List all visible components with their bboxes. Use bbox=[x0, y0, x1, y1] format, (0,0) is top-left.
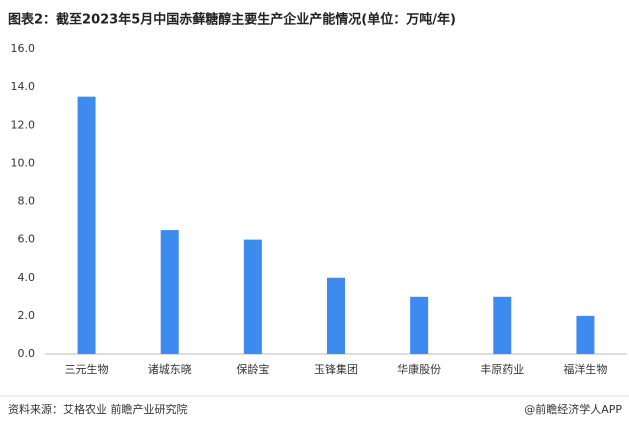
x-tick-label: 三元生物 bbox=[65, 362, 109, 376]
chart-title: 图表2：截至2023年5月中国赤藓糖醇主要生产企业产能情况(单位：万吨/年) bbox=[8, 12, 456, 28]
bar bbox=[77, 96, 96, 354]
y-tick-label: 14.0 bbox=[11, 80, 36, 93]
y-tick-label: 0.0 bbox=[18, 347, 36, 360]
x-tick-label: 福洋生物 bbox=[563, 362, 607, 376]
bar bbox=[160, 230, 179, 354]
x-tick-label: 华康股份 bbox=[397, 362, 441, 376]
source: 资料来源：艾格农业 前瞻产业研究院 bbox=[8, 402, 188, 416]
bar bbox=[243, 239, 262, 354]
y-tick-label: 12.0 bbox=[11, 118, 36, 131]
x-tick-label: 丰原药业 bbox=[480, 363, 524, 376]
x-tick-label: 保龄宝 bbox=[236, 362, 269, 376]
bar bbox=[410, 296, 429, 354]
y-tick-label: 6.0 bbox=[18, 233, 36, 246]
credit: @前瞻经济学人APP bbox=[524, 402, 622, 416]
bar bbox=[576, 315, 595, 354]
x-tick-label: 玉锋集团 bbox=[314, 362, 358, 376]
bar bbox=[327, 277, 345, 354]
y-tick-label: 2.0 bbox=[18, 309, 36, 322]
y-tick-label: 16.0 bbox=[11, 42, 36, 55]
y-tick-label: 4.0 bbox=[18, 271, 36, 284]
y-tick-label: 10.0 bbox=[11, 156, 36, 169]
y-tick-label: 8.0 bbox=[18, 195, 36, 208]
x-tick-label: 诸城东晓 bbox=[148, 363, 192, 376]
bar bbox=[493, 296, 512, 354]
